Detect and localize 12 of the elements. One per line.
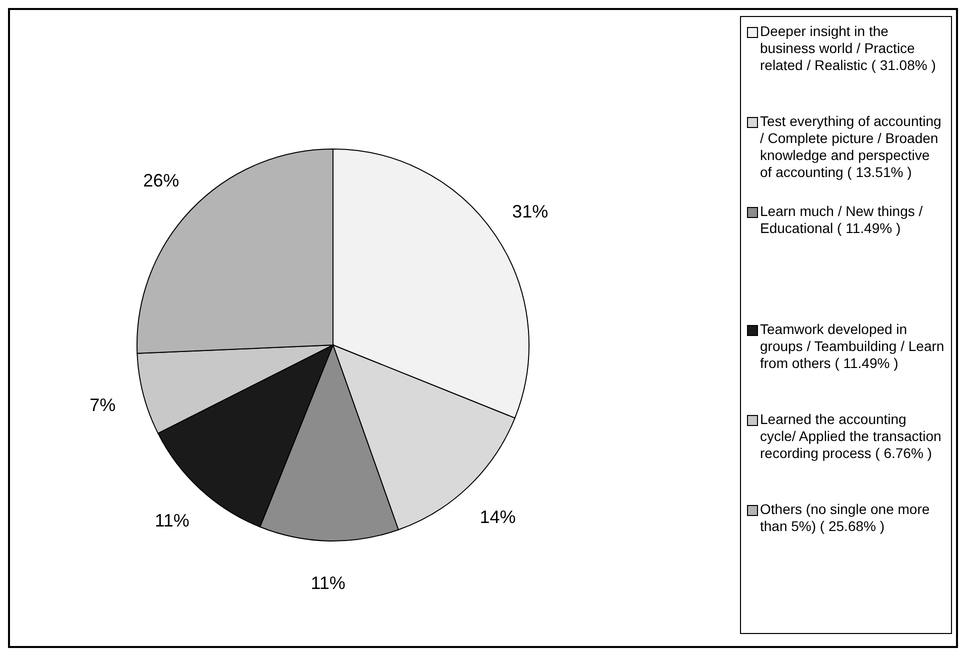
data-label: 7% [90,395,116,416]
legend-label: Teamwork developed in groups / Teambuilding / Learn from others ( 11.49% ) [760,321,945,372]
legend-label: Learned the accounting cycle/ Applied the transaction recording process ( 6.76% ) [760,411,942,462]
data-label: 26% [143,170,180,190]
legend-label: Others (no single one more than 5%) ( 25.68% ) [760,501,931,535]
data-label: 11% [154,510,190,530]
data-label: 14% [480,506,516,527]
legend-label: Learn much / New things / Educational ( 11.49% ) [760,203,924,237]
data-label: 31% [512,202,548,222]
data-label: 11% [310,572,346,593]
legend-label: Test everything of accounting / Complete picture / Broaden knowledge and perspective of accounting ( 13.51% ) [760,113,942,181]
legend-label: Deeper insight in the business world / Practice related / Realistic ( 31.08% ) [760,23,937,74]
